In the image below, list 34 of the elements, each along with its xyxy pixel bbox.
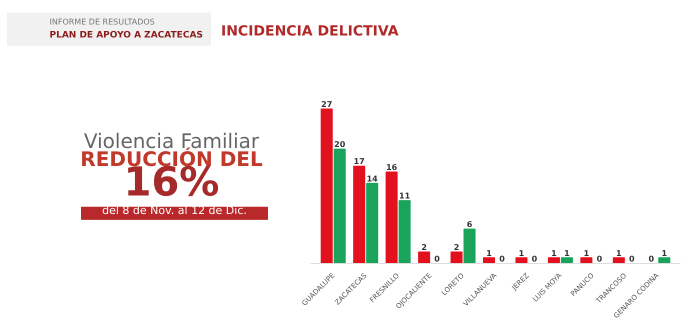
bar	[353, 166, 366, 264]
bar	[386, 171, 398, 264]
data-label: 1	[584, 248, 590, 258]
bar	[320, 108, 333, 264]
data-label: 27	[321, 100, 332, 110]
bar	[398, 200, 411, 264]
chart-title: INCIDENCIA DELICTIVA	[221, 24, 399, 40]
data-label: 2	[454, 243, 460, 252]
data-label: 6	[466, 220, 473, 230]
text: PLAN DE APOYO A ZACATECAS	[50, 30, 203, 40]
bar	[464, 228, 476, 264]
bar	[418, 252, 430, 264]
data-label: 11	[399, 192, 411, 201]
data-label: 0	[532, 254, 538, 264]
data-label: 0	[648, 254, 655, 264]
data-label: 14	[366, 174, 378, 184]
data-label: 1	[518, 248, 525, 258]
data-label: 16	[386, 162, 398, 172]
bar	[334, 148, 346, 264]
data-label: 0	[434, 254, 440, 264]
data-label: 0	[499, 254, 506, 264]
data-label: 2	[421, 243, 427, 252]
bar	[450, 252, 463, 264]
data-label: 17	[354, 157, 365, 166]
data-label: 1	[551, 248, 558, 258]
data-label: 1	[564, 248, 570, 258]
data-label: 1	[616, 248, 622, 258]
bar	[366, 182, 378, 264]
data-label: 20	[334, 140, 346, 150]
data-label: 0	[596, 254, 603, 264]
data-label: 1	[486, 248, 492, 258]
data-label: 1	[661, 248, 668, 258]
data-label: 0	[629, 254, 636, 264]
text: INFORME DE RESULTADOS	[50, 18, 155, 26]
